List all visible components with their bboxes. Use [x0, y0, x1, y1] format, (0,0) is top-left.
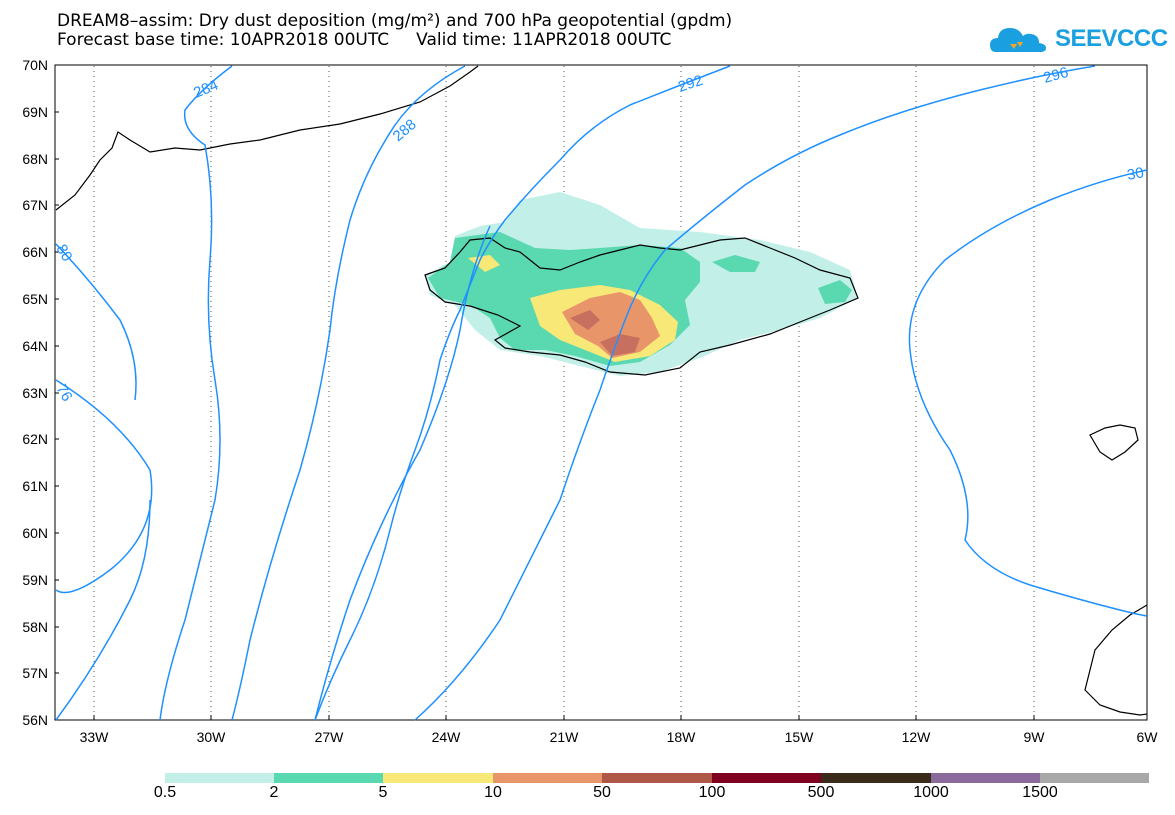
- colorbar-swatch: [602, 773, 712, 783]
- lat-label: 63N: [22, 385, 48, 401]
- faroe-islands: [1089, 424, 1139, 461]
- scotland-coast: [1084, 604, 1148, 716]
- map-subtitle: Forecast base time: 10APR2018 00UTC Vali…: [57, 30, 672, 50]
- contour-label: 30: [1126, 164, 1145, 184]
- contour-280: [55, 243, 137, 401]
- dust-2b: [712, 255, 760, 272]
- geopotential-contours: [55, 65, 1148, 721]
- lon-label: 21W: [549, 729, 579, 745]
- lat-label: 66N: [22, 244, 48, 260]
- lat-label: 59N: [22, 572, 48, 588]
- lon-label: 9W: [1023, 729, 1045, 745]
- contour-288a: [231, 65, 466, 721]
- colorbar-label: 100: [698, 784, 726, 801]
- lat-label: 64N: [22, 338, 48, 354]
- contour-284: [159, 65, 233, 721]
- lat-label: 65N: [22, 291, 48, 307]
- graticule: [93, 66, 1035, 719]
- contour-label: 296: [1042, 64, 1071, 87]
- lon-label: 15W: [784, 729, 814, 745]
- lat-label: 58N: [22, 619, 48, 635]
- contour-276: [55, 379, 153, 594]
- lon-label: 27W: [314, 729, 344, 745]
- colorbar-label: 10: [484, 784, 502, 801]
- colorbar-label: 1500: [1022, 784, 1058, 801]
- logo-text: SEEVCCC: [1055, 25, 1168, 52]
- lon-label: 24W: [431, 729, 461, 745]
- cloud-icon: [990, 28, 1046, 52]
- lon-label: 18W: [666, 729, 696, 745]
- colorbar-label: 0.5: [153, 784, 177, 801]
- contour-292b: [414, 65, 1096, 721]
- lat-label: 60N: [22, 525, 48, 541]
- colorbar-swatch: [712, 773, 821, 783]
- contour-292: [314, 65, 731, 721]
- map-title: DREAM8–assim: Dry dust deposition (mg/m²…: [57, 11, 733, 31]
- lat-label: 69N: [22, 104, 48, 120]
- colorbar-label: 500: [807, 784, 835, 801]
- colorbar-swatch: [274, 773, 383, 783]
- lon-label: 33W: [79, 729, 109, 745]
- lat-label: 61N: [22, 478, 48, 494]
- contour-label: 284: [191, 77, 221, 102]
- colorbar-swatch: [1040, 773, 1149, 783]
- lat-label: 70N: [22, 57, 48, 73]
- map-frame: [54, 64, 1148, 721]
- contour-label: 80: [53, 242, 76, 265]
- dust-50: [600, 334, 640, 356]
- colorbar-label: 1000: [913, 784, 949, 801]
- lon-label: 12W: [901, 729, 931, 745]
- lat-label: 56N: [22, 712, 48, 728]
- contour-label: 292: [676, 72, 705, 96]
- colorbar-swatch: [931, 773, 1040, 783]
- lat-label: 57N: [22, 665, 48, 681]
- contour-label: 76: [53, 382, 76, 405]
- dust-2c: [818, 280, 852, 304]
- colorbar-swatch: [165, 773, 274, 783]
- contour-label-group: 284 288 292 296 30 80 76: [53, 64, 1146, 404]
- coastlines: [55, 65, 1148, 716]
- greenland-coast: [55, 65, 479, 211]
- lat-label: 68N: [22, 151, 48, 167]
- contour-284b: [55, 499, 151, 721]
- dust-50b: [570, 310, 600, 330]
- colorbar-swatch: [821, 773, 931, 783]
- colorbar-label: 50: [593, 784, 611, 801]
- colorbar-label: 2: [269, 784, 279, 801]
- colorbar-swatch: [493, 773, 602, 783]
- dust-5b: [468, 255, 500, 272]
- lon-label: 6W: [1136, 729, 1158, 745]
- lat-label: 67N: [22, 197, 48, 213]
- contour-300: [908, 169, 1148, 617]
- lat-label: 62N: [22, 431, 48, 447]
- contour-288b: [314, 225, 491, 721]
- colorbar: [165, 773, 1149, 783]
- colorbar-label: 5: [378, 784, 388, 801]
- colorbar-swatch: [383, 773, 493, 783]
- contour-label: 288: [390, 116, 420, 145]
- iceland-coast: [424, 237, 859, 376]
- lon-label: 30W: [196, 729, 226, 745]
